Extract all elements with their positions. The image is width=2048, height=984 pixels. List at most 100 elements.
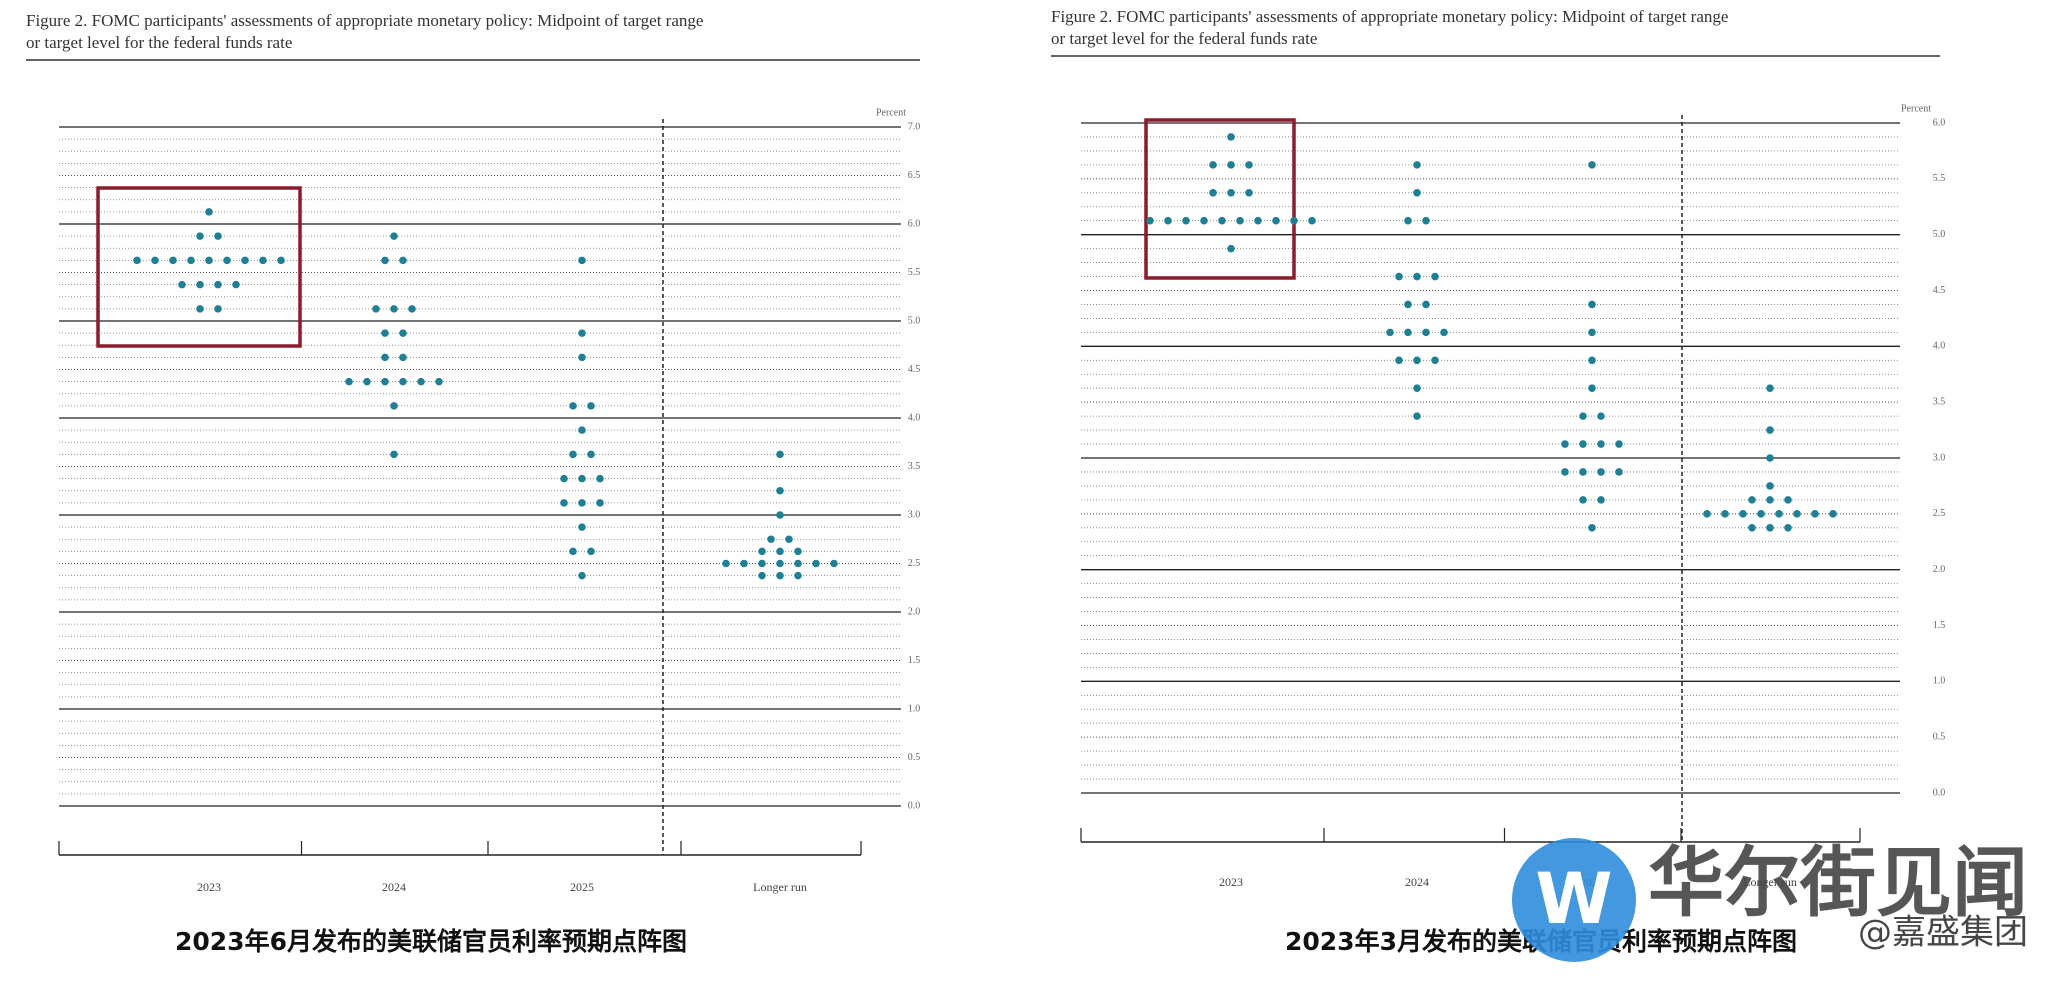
dot bbox=[1757, 510, 1765, 518]
dot bbox=[569, 450, 577, 459]
dot bbox=[1413, 272, 1421, 281]
y-tick-label: 5.5 bbox=[908, 267, 921, 278]
dot bbox=[578, 474, 586, 483]
dot bbox=[1597, 468, 1605, 476]
dot bbox=[578, 353, 586, 362]
y-tick-label: 2.0 bbox=[1933, 564, 1946, 575]
dot bbox=[1209, 161, 1217, 169]
dot bbox=[596, 499, 604, 507]
dot bbox=[1227, 244, 1235, 253]
y-tick-label: 3.5 bbox=[908, 461, 921, 472]
y-tick-label: 5.0 bbox=[1933, 229, 1946, 240]
dot bbox=[1579, 496, 1587, 504]
dot bbox=[1146, 216, 1154, 225]
dot bbox=[1597, 440, 1605, 448]
highlight-box bbox=[1144, 118, 1296, 280]
y-tick-label: 0.5 bbox=[908, 752, 921, 763]
dot bbox=[794, 559, 802, 568]
dot bbox=[390, 305, 398, 313]
dot bbox=[1588, 328, 1596, 337]
y-tick-label: 0.0 bbox=[908, 800, 921, 811]
dot bbox=[1561, 468, 1569, 476]
dot bbox=[1413, 356, 1421, 365]
dot bbox=[435, 377, 443, 386]
dot bbox=[1227, 133, 1235, 141]
y-tick-label: 6.0 bbox=[908, 218, 921, 229]
dot bbox=[587, 402, 595, 410]
dot bbox=[1413, 384, 1421, 393]
dot bbox=[578, 426, 586, 434]
y-tick-label: 4.0 bbox=[1933, 341, 1946, 352]
dot bbox=[1290, 216, 1298, 225]
dot bbox=[277, 256, 285, 265]
dot bbox=[578, 256, 586, 265]
dot bbox=[196, 232, 204, 240]
dot bbox=[1579, 412, 1587, 420]
dot bbox=[776, 559, 784, 568]
dot bbox=[1227, 161, 1235, 169]
dot bbox=[776, 571, 784, 580]
dot bbox=[1766, 523, 1774, 532]
dot bbox=[1597, 496, 1605, 504]
dot bbox=[1588, 300, 1596, 309]
dot bbox=[578, 329, 586, 337]
dot bbox=[560, 474, 568, 483]
dot bbox=[1200, 216, 1208, 225]
dot bbox=[1395, 356, 1403, 365]
y-tick-label: 1.5 bbox=[1933, 620, 1946, 631]
y-tick-label: 2.5 bbox=[908, 558, 921, 569]
dot bbox=[776, 511, 784, 519]
watermark-logo bbox=[1512, 838, 1636, 962]
dot bbox=[1422, 216, 1430, 225]
dot bbox=[1404, 216, 1412, 225]
dot bbox=[169, 256, 177, 265]
dot bbox=[187, 256, 195, 265]
x-tick-label: 2024 bbox=[1405, 875, 1429, 889]
dot bbox=[1588, 384, 1596, 393]
dot bbox=[560, 499, 568, 507]
dot bbox=[578, 523, 586, 531]
dot bbox=[1703, 510, 1711, 518]
dot bbox=[1182, 216, 1190, 225]
y-tick-label: 6.0 bbox=[1933, 117, 1946, 128]
dot bbox=[133, 256, 141, 265]
dot bbox=[1775, 510, 1783, 518]
y-axis-label: Percent bbox=[876, 107, 906, 118]
dot bbox=[399, 329, 407, 337]
dot bbox=[1766, 482, 1774, 490]
dot bbox=[794, 547, 802, 556]
dot bbox=[569, 402, 577, 410]
dot bbox=[758, 571, 766, 580]
dot bbox=[587, 450, 595, 459]
dot bbox=[578, 499, 586, 507]
y-tick-label: 0.0 bbox=[1933, 787, 1946, 798]
x-tick-label: 2024 bbox=[382, 880, 406, 894]
figure-title: Figure 2. FOMC participants' assessments… bbox=[1051, 7, 1728, 26]
dot bbox=[1209, 188, 1217, 197]
y-tick-label: 2.5 bbox=[1933, 508, 1946, 519]
y-tick-label: 5.5 bbox=[1933, 173, 1946, 184]
caption: 2023年6月发布的美联储官员利率预期点阵图 bbox=[175, 927, 687, 956]
y-tick-label: 1.0 bbox=[1933, 676, 1946, 687]
y-tick-label: 3.0 bbox=[908, 509, 921, 520]
dot bbox=[1386, 328, 1394, 337]
dot bbox=[758, 559, 766, 568]
dot bbox=[1766, 496, 1774, 504]
dot bbox=[794, 571, 802, 580]
dot bbox=[1164, 216, 1172, 225]
dot bbox=[1431, 356, 1439, 365]
y-axis-label: Percent bbox=[1901, 103, 1931, 114]
watermark-brand: 华尔街见闻 bbox=[1648, 838, 2028, 927]
dot bbox=[1748, 496, 1756, 504]
dot bbox=[1440, 328, 1448, 337]
dot bbox=[1413, 161, 1421, 169]
y-tick-label: 4.5 bbox=[908, 364, 921, 375]
dot bbox=[1227, 188, 1235, 197]
dot bbox=[196, 305, 204, 313]
dot bbox=[1739, 510, 1747, 518]
x-tick-label: Longer run bbox=[753, 880, 807, 894]
watermark: W 华尔街见闻 @嘉盛集团 bbox=[1512, 838, 2028, 962]
y-tick-label: 1.0 bbox=[908, 703, 921, 714]
dot bbox=[1766, 426, 1774, 434]
